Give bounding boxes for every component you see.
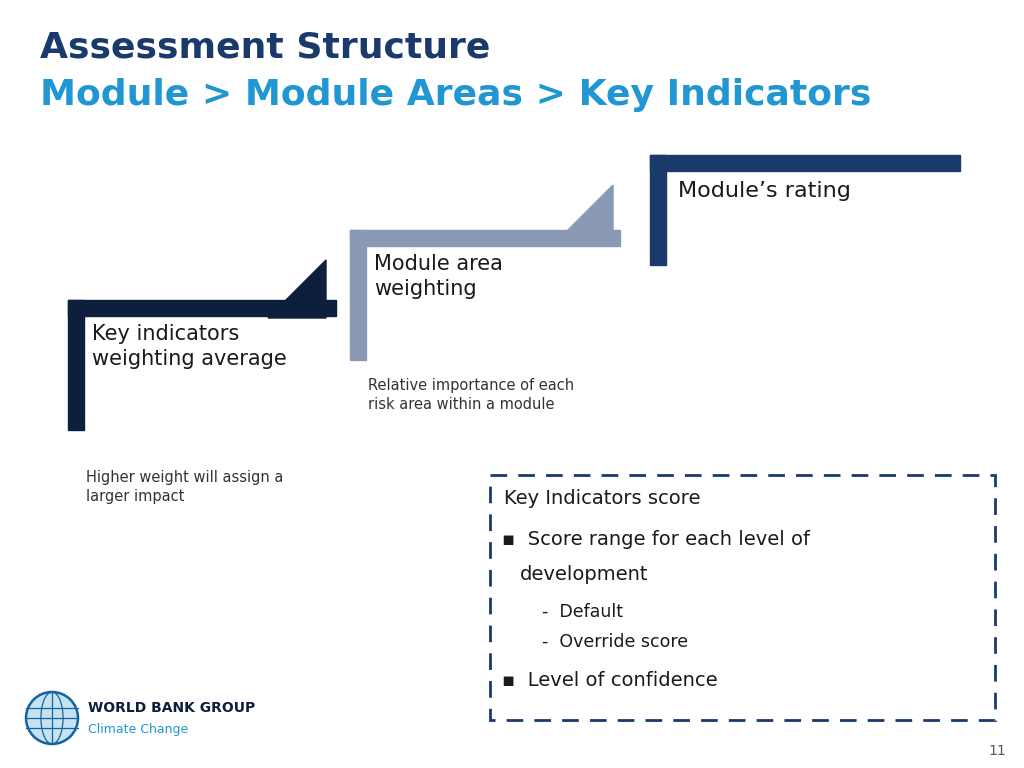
Polygon shape xyxy=(268,260,326,318)
Text: Module > Module Areas > Key Indicators: Module > Module Areas > Key Indicators xyxy=(40,78,871,112)
Circle shape xyxy=(26,692,78,744)
Text: Key Indicators score: Key Indicators score xyxy=(504,489,700,508)
Bar xyxy=(650,155,961,171)
Text: -  Override score: - Override score xyxy=(542,633,688,651)
Text: Relative importance of each
risk area within a module: Relative importance of each risk area wi… xyxy=(368,378,574,412)
Polygon shape xyxy=(555,185,613,243)
Text: ▪  Score range for each level of: ▪ Score range for each level of xyxy=(502,530,810,549)
Bar xyxy=(350,230,620,246)
Text: development: development xyxy=(520,565,648,584)
Text: Assessment Structure: Assessment Structure xyxy=(40,30,490,64)
Text: Higher weight will assign a
larger impact: Higher weight will assign a larger impac… xyxy=(86,470,284,504)
Bar xyxy=(350,230,366,360)
Text: -  Default: - Default xyxy=(542,603,623,621)
Text: 11: 11 xyxy=(988,744,1006,758)
Text: Module’s rating: Module’s rating xyxy=(678,181,851,201)
Bar xyxy=(68,300,336,316)
Bar xyxy=(68,300,84,430)
Bar xyxy=(650,155,666,265)
Text: Climate Change: Climate Change xyxy=(88,723,188,736)
Text: ▪  Level of confidence: ▪ Level of confidence xyxy=(502,671,718,690)
Bar xyxy=(490,475,995,720)
Text: Key indicators
weighting average: Key indicators weighting average xyxy=(92,324,287,369)
Text: Module area
weighting: Module area weighting xyxy=(374,254,503,299)
Text: WORLD BANK GROUP: WORLD BANK GROUP xyxy=(88,701,255,715)
